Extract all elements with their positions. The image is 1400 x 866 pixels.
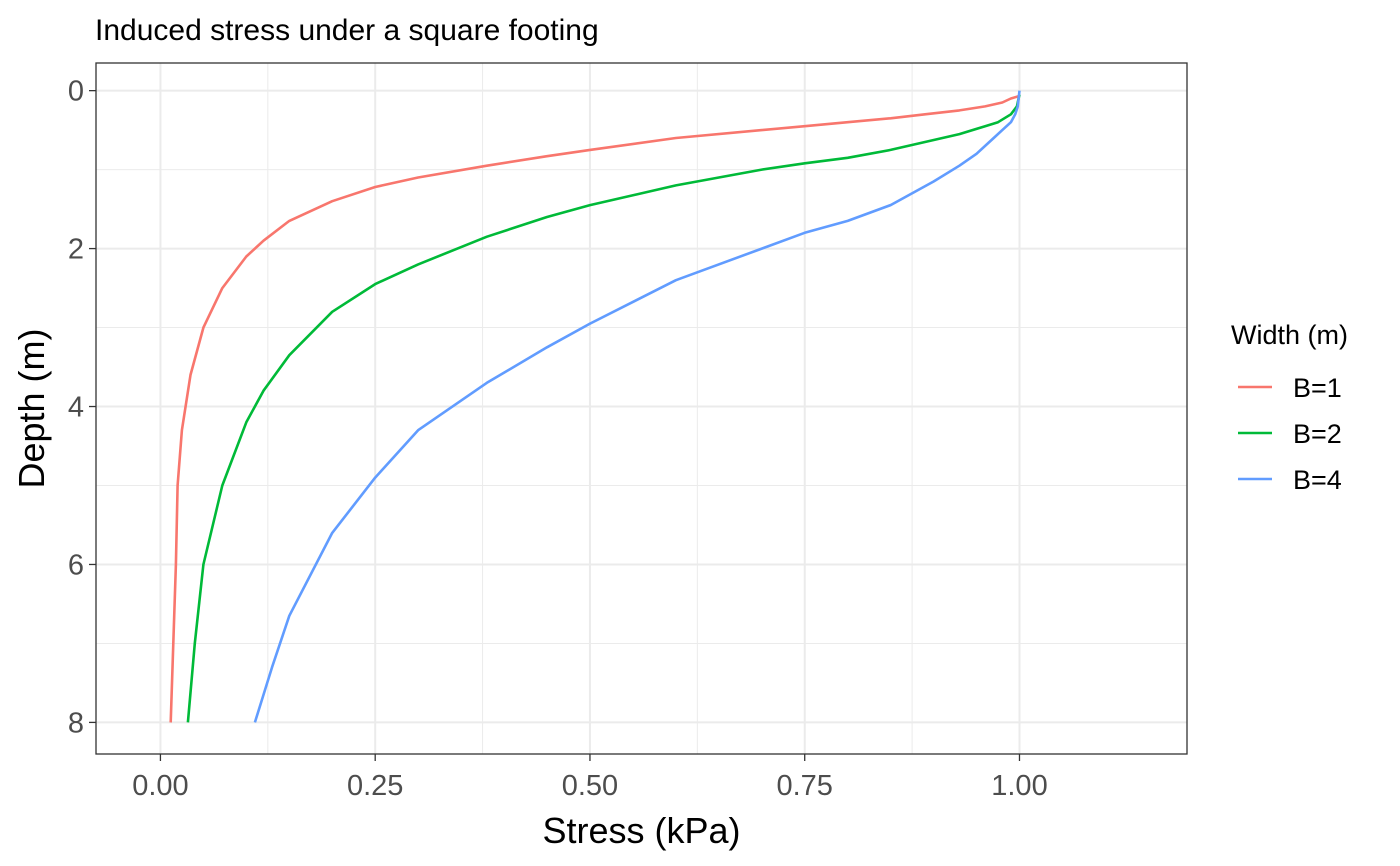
series-line-b-1 bbox=[169, 93, 1021, 723]
x-tick-label: 0.50 bbox=[562, 770, 618, 802]
x-tick-label: 0.75 bbox=[776, 770, 832, 802]
series-line-b-2 bbox=[186, 94, 1021, 723]
x-axis: 0.00 0.25 0.50 0.75 1.00 bbox=[132, 754, 1048, 802]
chart-title: Induced stress under a square footing bbox=[95, 14, 599, 47]
series-lines bbox=[169, 90, 1021, 723]
x-axis-title: Stress (kPa) bbox=[542, 810, 740, 851]
y-axis: 0 2 4 6 8 bbox=[68, 76, 96, 739]
y-axis-title: Depth (m) bbox=[11, 328, 52, 488]
plot-panel-border bbox=[95, 62, 1188, 755]
x-tick-label: 1.00 bbox=[991, 770, 1047, 802]
y-tick-label: 4 bbox=[68, 392, 84, 424]
legend: Width (m) B=1 B=2 B=4 bbox=[1231, 320, 1348, 495]
legend-label-b-2: B=2 bbox=[1293, 419, 1342, 449]
y-tick-label: 6 bbox=[68, 549, 84, 581]
series-line-b-4 bbox=[253, 90, 1021, 723]
y-tick-label: 8 bbox=[68, 707, 84, 739]
y-tick-label: 2 bbox=[68, 234, 84, 266]
legend-title: Width (m) bbox=[1231, 320, 1348, 350]
y-tick-label: 0 bbox=[68, 76, 84, 108]
grid bbox=[96, 63, 1187, 754]
legend-label-b-1: B=1 bbox=[1293, 373, 1342, 403]
legend-label-b-4: B=4 bbox=[1293, 465, 1342, 495]
x-tick-label: 0.25 bbox=[347, 770, 403, 802]
x-tick-label: 0.00 bbox=[132, 770, 188, 802]
